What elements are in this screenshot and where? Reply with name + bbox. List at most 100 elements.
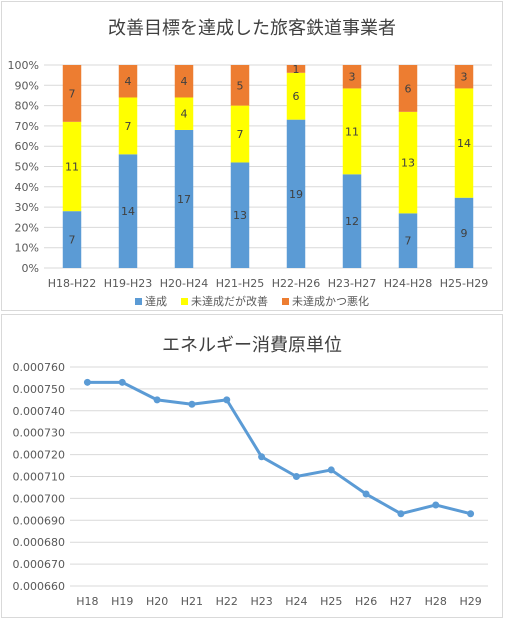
bar-segment (286, 65, 306, 73)
bar-segment (286, 72, 306, 120)
data-label: 19 (289, 188, 303, 201)
bar-segment (118, 154, 138, 268)
bar-segment (454, 197, 474, 268)
x-tick-label: H26 (355, 595, 377, 608)
bar-segment (118, 97, 138, 155)
y-tick-label: 60% (15, 140, 39, 153)
x-tick-label: H23 (250, 595, 272, 608)
data-point (432, 501, 440, 509)
y-tick-label: 0.000710 (13, 471, 66, 484)
x-tick-label: H20 (146, 595, 168, 608)
x-tick-label: H19-H23 (104, 277, 153, 290)
line-chart-title: エネルギー消費原単位 (162, 335, 342, 356)
x-tick-label: H19 (111, 595, 133, 608)
bar-segment (230, 65, 250, 106)
line-chart: エネルギー消費原単位 0.000660 0.000670 0.000680 0.000… (1, 314, 503, 618)
bar-segment (230, 162, 250, 268)
y-tick-label: 100% (8, 59, 39, 72)
y-tick-label: 0.000760 (13, 361, 66, 374)
y-tick-label: 90% (15, 79, 39, 92)
data-label: 7 (237, 128, 244, 141)
bar-segment (62, 211, 82, 268)
x-tick-label: H25-H29 (440, 277, 489, 290)
data-label: 3 (461, 71, 468, 84)
x-tick-label: H22 (216, 595, 238, 608)
bar-segment (454, 65, 474, 89)
bar-segment (342, 88, 362, 175)
bar-segment (174, 129, 194, 268)
legend-entry: 未達成だが改善 (181, 293, 268, 309)
data-label: 7 (69, 234, 76, 247)
x-tick-label: H22-H26 (272, 277, 321, 290)
y-tick-label: 0.000720 (13, 449, 66, 462)
y-tick-label: 70% (15, 120, 39, 133)
data-label: 7 (69, 87, 76, 100)
data-label: 4 (125, 75, 132, 88)
data-label: 13 (233, 209, 247, 222)
y-tick-label: 10% (15, 242, 39, 255)
bar-segment (230, 105, 250, 163)
x-tick-label: H28 (425, 595, 447, 608)
x-tick-label: H27 (390, 595, 412, 608)
bar-segment (342, 65, 362, 89)
series-line (87, 380, 471, 516)
data-label: 13 (401, 157, 415, 170)
data-point (83, 378, 91, 386)
data-point (467, 510, 475, 518)
bar-segment (286, 119, 306, 269)
data-label: 17 (177, 193, 191, 206)
y-tick-label: 80% (15, 100, 39, 113)
data-label: 6 (405, 82, 412, 95)
y-tick-label: 40% (15, 181, 39, 194)
legend-entry: 未達成かつ悪化 (282, 293, 369, 309)
bar-segment (62, 121, 82, 212)
x-tick-label: H21 (181, 595, 203, 608)
y-tick-label: 20% (15, 221, 39, 234)
bar-segment (174, 97, 194, 130)
y-tick-label: 0% (22, 262, 39, 275)
bar-chart-title: 改善目標を達成した旅客鉄道事業者 (108, 18, 396, 39)
legend-swatch (181, 297, 188, 305)
y-tick-label: 0.000670 (13, 558, 66, 571)
data-label: 14 (457, 137, 471, 150)
data-point (188, 400, 196, 408)
legend-swatch (282, 297, 289, 305)
bar-segment (398, 65, 418, 112)
data-label: 11 (345, 125, 359, 138)
data-label: 12 (345, 215, 359, 228)
x-tick-label: H29 (459, 595, 481, 608)
bar-segment (118, 65, 138, 98)
y-tick-label: 0.000740 (13, 405, 66, 418)
data-point (292, 473, 300, 480)
bar-segment (398, 213, 418, 268)
legend-swatch (135, 297, 142, 305)
data-label: 9 (461, 227, 468, 240)
legend-label: 達成 (145, 295, 167, 308)
x-tick-label: H24 (285, 595, 307, 608)
bar-segment (62, 65, 82, 122)
y-tick-label: 0.000750 (13, 383, 66, 396)
y-tick-label: 0.000730 (13, 427, 66, 440)
data-point (153, 396, 161, 404)
stacked-bar-chart: 改善目標を達成した旅客鉄道事業者 0% 10% 20% 30% 40% 50% 60% 70%… (1, 1, 503, 311)
data-point (327, 466, 335, 474)
y-tick-label: 50% (15, 161, 39, 174)
y-tick-label: 0.000680 (13, 536, 66, 549)
x-tick-label: H24-H28 (384, 277, 433, 290)
legend-label: 未達成だが改善 (191, 295, 268, 308)
x-tick-label: H18 (76, 595, 98, 608)
data-label: 6 (293, 90, 300, 103)
bar-segment (174, 65, 194, 98)
bar-chart-legend: 達成 未達成だが改善 未達成かつ悪化 (2, 293, 502, 309)
data-label: 4 (181, 75, 188, 88)
data-label: 7 (405, 235, 412, 248)
data-label: 1 (293, 63, 300, 76)
legend-label: 未達成かつ悪化 (292, 295, 369, 308)
data-label: 3 (349, 71, 356, 84)
x-tick-label: H18-H22 (48, 277, 97, 290)
y-tick-label: 0.000660 (13, 580, 66, 593)
data-label: 5 (237, 79, 244, 92)
data-point (223, 396, 231, 404)
bar-segment (454, 88, 474, 198)
bar-segment (398, 111, 418, 214)
